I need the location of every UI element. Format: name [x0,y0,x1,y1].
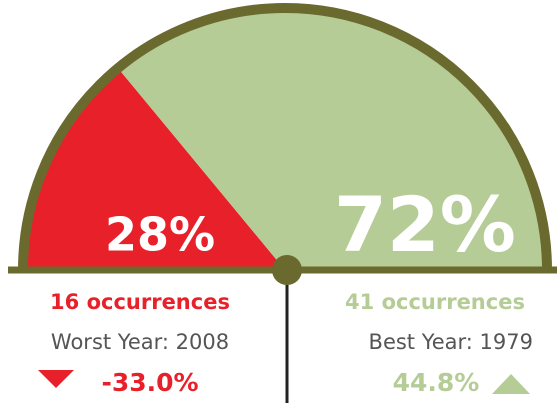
best-year: Best Year: 1979 [369,330,533,354]
value-label: 28% [105,208,215,262]
value-label: 72% [334,180,516,269]
slice [23,68,285,270]
gauge-rim [18,3,552,271]
occurrences: 16 occurrences [50,290,230,314]
change: -33.0% [101,368,198,397]
occurrences: 41 occurrences [345,290,525,314]
up-arrow [492,374,530,394]
down-arrow [38,370,74,388]
worst-year: Worst Year: 2008 [51,330,229,354]
slice [117,8,548,271]
change: 44.8% [393,368,480,397]
hub [272,255,302,285]
